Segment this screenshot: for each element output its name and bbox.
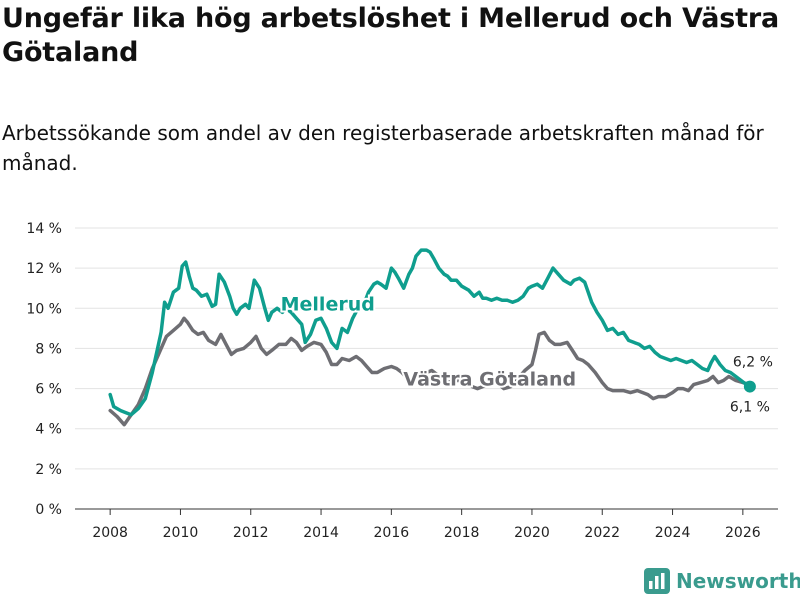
x-tick-label: 2018 [444, 525, 480, 541]
y-tick-label: 12 % [26, 261, 62, 277]
y-tick-label: 2 % [35, 462, 62, 478]
x-tick-label: 2024 [655, 525, 691, 541]
grid [75, 227, 778, 470]
x-tick-label: 2020 [514, 525, 550, 541]
series-lines [108, 248, 752, 427]
bar-chart-logo-icon [644, 568, 670, 594]
series-labels: Mellerud Västra Götaland 6,1 % 6,2 % [279, 291, 773, 416]
chart-title: Ungefär lika hög arbetslöshet i Mellerud… [2, 3, 779, 68]
brand-logo: Newsworthy [644, 568, 800, 594]
x-tick-label: 2016 [374, 525, 410, 541]
x-tick-label: 2014 [303, 525, 339, 541]
y-tick-label: 4 % [35, 422, 62, 438]
y-tick-label: 0 % [35, 502, 62, 518]
series-line-vastra-gotaland [108, 316, 752, 427]
series-label-vastra-gotaland: Västra Götaland [403, 369, 576, 391]
brand-name: Newsworthy [676, 569, 800, 593]
series-label-mellerud: Mellerud [281, 293, 375, 315]
x-tick-label: 2022 [584, 525, 620, 541]
y-tick-label: 14 % [26, 221, 62, 237]
end-marker-mellerud [743, 380, 756, 393]
x-tick-label: 2010 [163, 525, 199, 541]
y-tick-label: 6 % [35, 382, 62, 398]
end-label-vastra-gotaland: 6,2 % [733, 355, 773, 371]
axes: 0 % 2 % 4 % 6 % 8 % 10 % 12 % 14 % 2008 2010 2012 2… [26, 221, 778, 541]
series-line-mellerud [108, 248, 752, 417]
x-tick-label: 2012 [233, 525, 269, 541]
end-label-mellerud: 6,1 % [730, 400, 770, 416]
y-tick-label: 10 % [26, 301, 62, 317]
chart-subtitle: Arbetssökande som andel av den registerb… [2, 121, 764, 175]
x-tick-label: 2008 [92, 525, 128, 541]
x-tick-label: 2026 [725, 525, 761, 541]
y-tick-label: 8 % [35, 341, 62, 357]
